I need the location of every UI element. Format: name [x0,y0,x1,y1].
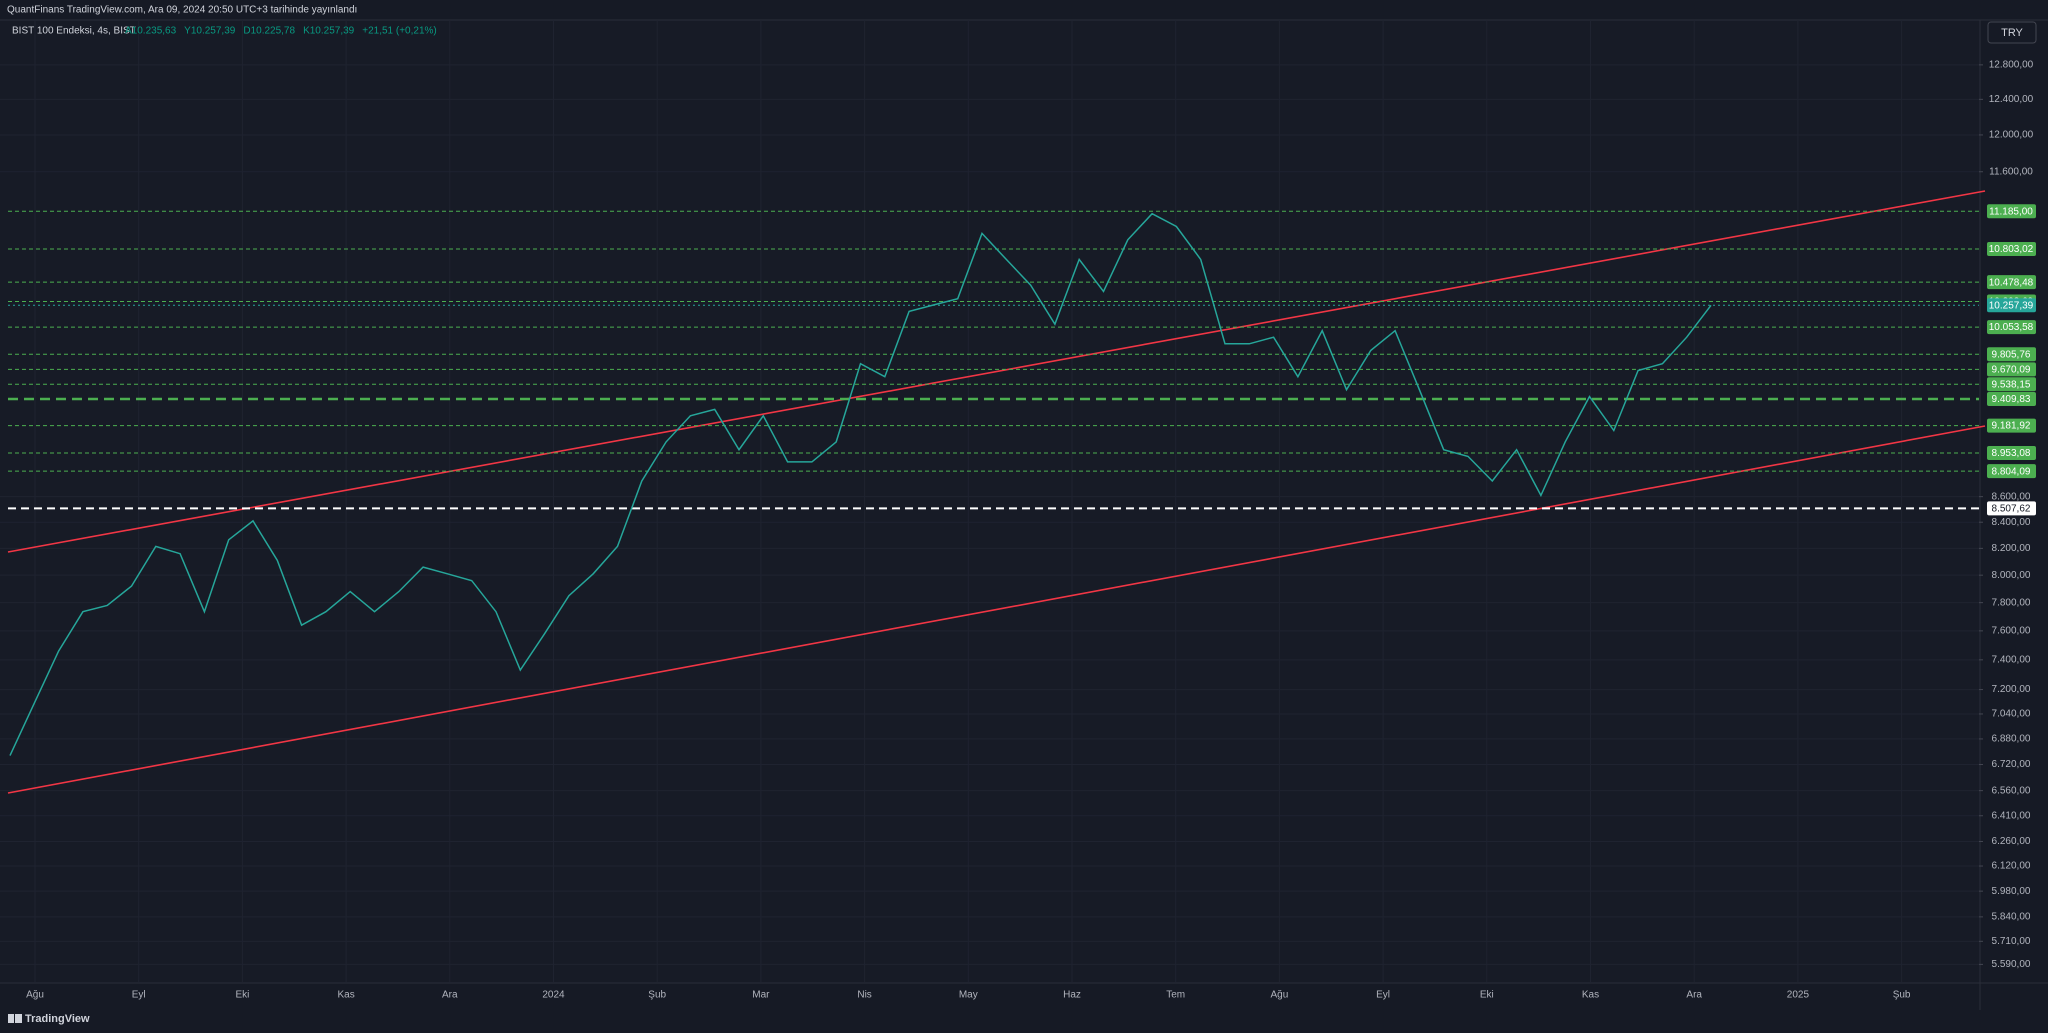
level-label: 8.804,09 [1992,466,2031,477]
y-tick-label: 12.800,00 [1989,60,2034,71]
plot-area [0,20,1980,983]
y-tick-label: 7.600,00 [1992,626,2031,637]
x-tick-label: Ağu [26,990,44,1001]
grid [0,20,1979,982]
level-label-bg [1987,391,2036,406]
x-tick-label: Eki [1480,990,1494,1001]
y-tick-label: 8.000,00 [1992,570,2031,581]
level-label-bg [1987,320,2036,335]
y-tick-label: 5.840,00 [1992,912,2031,923]
level-label: 9.538,15 [1992,379,2031,390]
x-tick-label: Kas [337,990,354,1001]
legend-item: K10.257,39 [303,26,355,37]
level-label-bg [1987,362,2036,377]
y-tick-label: 5.980,00 [1992,886,2031,897]
y-tick-label: 12.400,00 [1989,94,2034,105]
y-tick-label: 7.200,00 [1992,684,2031,695]
y-tick-label: 5.590,00 [1992,959,2031,970]
level-label: 10.803,02 [1989,244,2034,255]
level-label: 9.670,09 [1992,364,2031,375]
level-label: 8.953,08 [1992,448,2031,459]
y-tick-label: 8.200,00 [1992,543,2031,554]
level-label: 10.478,48 [1989,277,2034,288]
level-label: 9.409,83 [1992,394,2031,405]
level-label: 10.257,39 [1989,300,2034,311]
y-tick-label: 8.600,00 [1992,491,2031,502]
y-tick-label: 6.410,00 [1992,810,2031,821]
brand: TradingView [25,1013,90,1025]
x-tick-label: Ara [442,990,458,1001]
level-label: 11.185,00 [1989,206,2033,217]
currency[interactable]: TRY [2001,27,2023,39]
x-tick-label: Mar [752,990,770,1001]
level-label: 9.805,76 [1992,349,2031,360]
legend-item: Y10.257,39 [184,26,236,37]
x-tick-label: 2024 [542,990,565,1001]
level-label-bg [1987,445,2036,460]
level-label-bg [1987,242,2036,257]
x-tick-label: Kas [1582,990,1599,1001]
legend-item: +21,51 (+0,21%) [362,26,437,37]
x-tick-label: May [959,990,978,1001]
level-label: 8.507,62 [1992,504,2031,515]
symbol: BIST 100 Endeksi, 4s, BIST [12,26,136,37]
level-label-bg [1987,298,2036,313]
level-label-bg [1987,501,2036,516]
level-label-bg [1987,204,2036,219]
x-tick-label: Nis [857,990,871,1001]
y-tick-label: 6.720,00 [1992,759,2031,770]
level-label-bg [1987,347,2036,362]
x-tick-label: Eyl [1376,990,1390,1001]
x-tick-label: Tem [1166,990,1185,1001]
currency-button[interactable] [1987,21,2037,44]
y-tick-label: 12.000,00 [1989,130,2034,141]
legend-item: A10.235,63 [125,26,177,37]
logo [8,1014,22,1023]
level-label-bg [1987,275,2036,290]
trend-line-lower [7,425,1986,794]
y-tick-label: 7.040,00 [1992,709,2031,720]
level-label: 9.181,92 [1992,421,2031,432]
x-tick-label: 2025 [1787,990,1810,1001]
x-tick-label: Eyl [132,990,146,1001]
price-line [9,212,1712,756]
y-tick-label: 7.400,00 [1992,654,2031,665]
y-tick-label: 11.600,00 [1989,166,2033,177]
header-title: QuantFinans TradingView.com, Ara 09, 202… [7,5,357,16]
level-label-bg [1987,377,2036,392]
level-label-bg [1987,418,2036,433]
y-tick-label: 6.560,00 [1992,785,2031,796]
y-tick-label: 6.120,00 [1992,861,2031,872]
y-tick-label: 6.260,00 [1992,836,2031,847]
level-label-bg [1987,464,2036,479]
legend-item: D10.225,78 [243,26,295,37]
x-tick-label: Ara [1686,990,1702,1001]
y-tick-label: 7.800,00 [1992,597,2031,608]
x-tick-label: Ağu [1271,990,1289,1001]
y-tick-label: 8.400,00 [1992,517,2031,528]
x-tick-label: Şub [648,990,666,1001]
level-label: 10.053,58 [1989,322,2034,333]
x-tick-label: Şub [1893,990,1911,1001]
trend-line-upper [7,190,1986,553]
x-tick-label: Eki [235,990,249,1001]
x-tick-label: Haz [1063,990,1081,1001]
y-tick-label: 5.710,00 [1992,936,2031,947]
y-tick-label: 6.880,00 [1992,734,2031,745]
